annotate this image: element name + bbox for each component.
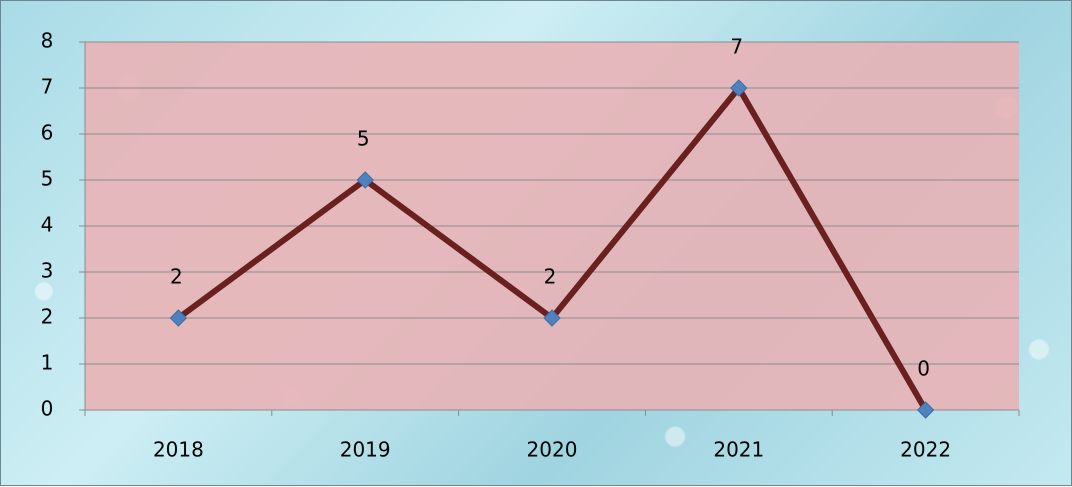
data-point-2021 xyxy=(730,79,748,97)
axes xyxy=(79,41,1020,416)
x-tick-label-2019: 2019 xyxy=(340,438,391,462)
data-point-2019 xyxy=(356,171,374,189)
y-tick-label-6: 6 xyxy=(41,121,54,145)
y-tick-label-3: 3 xyxy=(41,259,54,283)
y-tick-label-5: 5 xyxy=(41,167,54,191)
data-point-2018 xyxy=(169,309,188,327)
y-axis-tick-labels: 0 1 2 3 4 5 6 7 8 xyxy=(41,29,54,421)
y-tick-label-2: 2 xyxy=(41,305,54,329)
data-point-2022 xyxy=(916,401,935,419)
y-tick-label-4: 4 xyxy=(41,213,54,237)
x-tick-label-2021: 2021 xyxy=(713,438,764,462)
x-tick-label-2022: 2022 xyxy=(900,438,951,462)
y-tick-label-7: 7 xyxy=(41,75,54,99)
y-tick-label-0: 0 xyxy=(41,397,54,421)
x-tick-label-2020: 2020 xyxy=(527,438,578,462)
data-label-2018: 2 xyxy=(170,265,183,289)
data-label-2021: 7 xyxy=(730,35,743,59)
y-tick-label-1: 1 xyxy=(41,351,54,375)
data-label-2019: 5 xyxy=(357,127,370,151)
data-labels: 2 5 2 7 0 xyxy=(170,35,930,381)
data-label-2022: 0 xyxy=(917,357,930,381)
x-axis-tick-labels: 2018 2019 2020 2021 2022 xyxy=(153,438,951,462)
data-point-2020 xyxy=(543,309,561,327)
x-tick-label-2018: 2018 xyxy=(153,438,204,462)
y-tick-label-8: 8 xyxy=(41,29,54,53)
data-label-2020: 2 xyxy=(544,265,557,289)
data-series xyxy=(169,79,935,419)
